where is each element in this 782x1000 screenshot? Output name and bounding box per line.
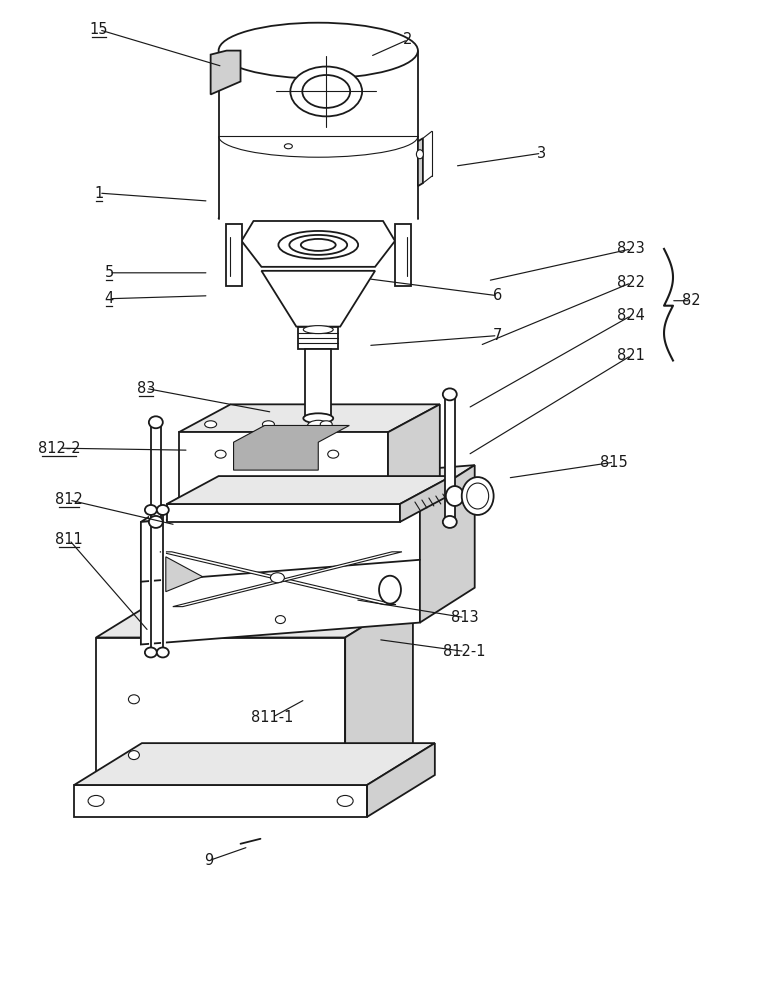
Ellipse shape	[275, 616, 285, 624]
Ellipse shape	[215, 450, 226, 458]
Text: 4: 4	[104, 291, 113, 306]
Polygon shape	[179, 432, 388, 504]
Polygon shape	[298, 327, 338, 349]
Polygon shape	[225, 224, 242, 286]
Ellipse shape	[416, 150, 423, 159]
Polygon shape	[151, 422, 161, 522]
Ellipse shape	[157, 505, 169, 515]
Polygon shape	[388, 404, 439, 504]
Ellipse shape	[301, 239, 335, 251]
Polygon shape	[74, 743, 435, 785]
Ellipse shape	[205, 421, 217, 428]
Text: 83: 83	[137, 381, 155, 396]
Ellipse shape	[289, 235, 347, 255]
Text: 6: 6	[493, 288, 502, 303]
Ellipse shape	[271, 573, 285, 583]
Ellipse shape	[443, 516, 457, 528]
Polygon shape	[160, 552, 396, 605]
Ellipse shape	[461, 477, 493, 515]
Ellipse shape	[219, 23, 418, 79]
Polygon shape	[74, 785, 367, 817]
Ellipse shape	[145, 505, 157, 515]
Polygon shape	[141, 500, 420, 644]
Ellipse shape	[446, 486, 464, 506]
Polygon shape	[420, 465, 475, 623]
Polygon shape	[166, 557, 203, 592]
Polygon shape	[96, 638, 345, 785]
Text: 823: 823	[617, 241, 645, 256]
Polygon shape	[367, 743, 435, 817]
Ellipse shape	[145, 647, 157, 657]
Polygon shape	[345, 596, 413, 785]
Text: 812-1: 812-1	[443, 644, 486, 659]
Ellipse shape	[290, 67, 362, 116]
Text: 822: 822	[617, 275, 645, 290]
Text: 5: 5	[104, 265, 113, 280]
Text: 2: 2	[404, 32, 413, 47]
Text: 815: 815	[601, 455, 628, 470]
Ellipse shape	[337, 795, 353, 806]
Ellipse shape	[128, 695, 139, 704]
Ellipse shape	[328, 450, 339, 458]
Polygon shape	[445, 394, 455, 522]
Polygon shape	[141, 465, 475, 522]
Polygon shape	[167, 504, 400, 522]
Polygon shape	[210, 51, 241, 94]
Polygon shape	[400, 476, 452, 522]
Polygon shape	[418, 138, 423, 186]
Ellipse shape	[88, 795, 104, 806]
Ellipse shape	[285, 144, 292, 149]
Text: 811-1: 811-1	[251, 710, 293, 725]
Text: 15: 15	[90, 22, 108, 37]
Polygon shape	[96, 596, 413, 638]
Text: 811: 811	[56, 532, 83, 547]
Ellipse shape	[303, 413, 333, 423]
Text: 9: 9	[204, 853, 213, 868]
Ellipse shape	[303, 326, 333, 334]
Polygon shape	[305, 349, 332, 418]
Polygon shape	[395, 224, 411, 286]
Polygon shape	[242, 221, 395, 267]
Ellipse shape	[467, 483, 489, 509]
Ellipse shape	[379, 576, 401, 604]
Ellipse shape	[443, 388, 457, 400]
Polygon shape	[219, 51, 418, 219]
Polygon shape	[179, 404, 439, 432]
Polygon shape	[167, 476, 452, 504]
Text: 1: 1	[95, 186, 104, 201]
Ellipse shape	[307, 420, 329, 432]
Ellipse shape	[149, 416, 163, 428]
Text: 821: 821	[617, 348, 645, 363]
Ellipse shape	[278, 231, 358, 259]
Polygon shape	[173, 552, 402, 607]
Text: 82: 82	[682, 293, 700, 308]
Text: 813: 813	[451, 610, 479, 625]
Text: 812: 812	[56, 492, 83, 508]
Text: 812-2: 812-2	[38, 441, 81, 456]
Ellipse shape	[149, 516, 163, 528]
Ellipse shape	[303, 75, 350, 108]
Polygon shape	[261, 271, 375, 327]
Text: 3: 3	[537, 146, 546, 161]
Ellipse shape	[263, 421, 274, 428]
Ellipse shape	[157, 647, 169, 657]
Text: 7: 7	[493, 328, 502, 343]
Ellipse shape	[128, 751, 139, 760]
Polygon shape	[234, 425, 350, 470]
Text: 824: 824	[617, 308, 645, 323]
Ellipse shape	[273, 450, 284, 458]
Ellipse shape	[321, 421, 332, 428]
